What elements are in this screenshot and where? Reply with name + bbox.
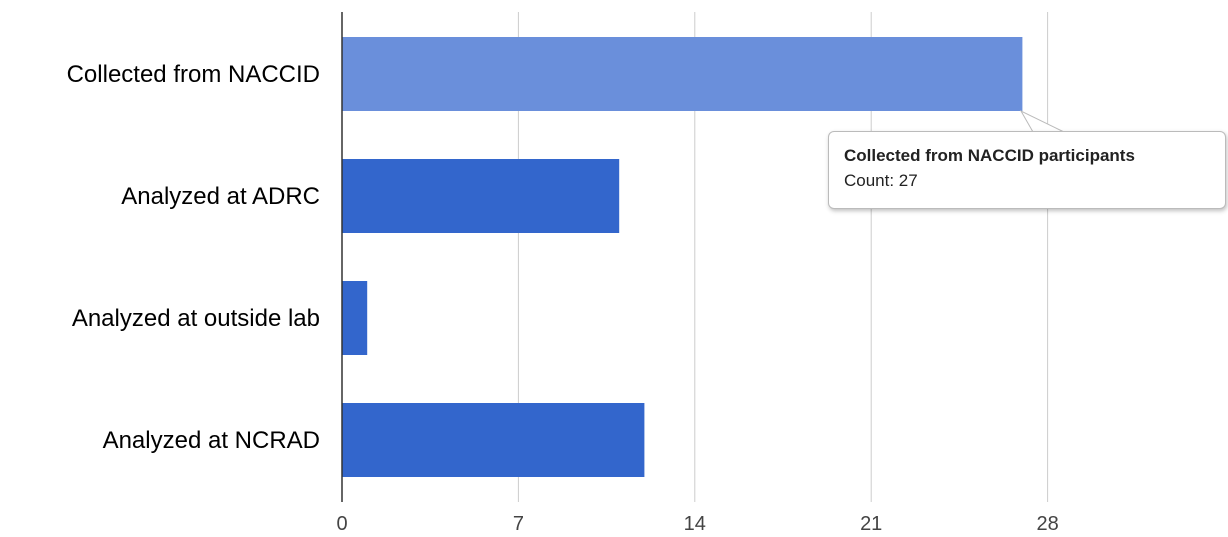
bar-collected-from-naccid[interactable] xyxy=(342,37,1023,111)
tooltip-value: Count: 27 xyxy=(844,171,918,190)
bars xyxy=(342,37,1023,477)
tooltip-title: Collected from NACCID participants xyxy=(844,146,1135,165)
x-axis-tick-labels: 0 7 14 21 28 xyxy=(336,513,1058,535)
tooltip: Collected from NACCID participants Count… xyxy=(828,131,1226,209)
x-tick-label-28: 28 xyxy=(1036,513,1058,535)
category-label-analyzed-at-ncrad: Analyzed at NCRAD xyxy=(103,427,320,454)
category-label-analyzed-at-outside-lab: Analyzed at outside lab xyxy=(72,305,320,332)
x-tick-label-21: 21 xyxy=(860,513,882,535)
bar-analyzed-at-adrc[interactable] xyxy=(342,159,620,233)
bar-analyzed-at-outside-lab[interactable] xyxy=(342,281,368,355)
category-label-analyzed-at-adrc: Analyzed at ADRC xyxy=(121,183,320,210)
bar-analyzed-at-ncrad[interactable] xyxy=(342,403,645,477)
category-labels: Collected from NACCID Analyzed at ADRC Ana… xyxy=(67,61,320,454)
x-tick-label-7: 7 xyxy=(513,513,524,535)
category-label-collected-from-naccid: Collected from NACCID xyxy=(67,61,320,88)
x-tick-label-0: 0 xyxy=(336,513,347,535)
x-tick-label-14: 14 xyxy=(684,513,706,535)
